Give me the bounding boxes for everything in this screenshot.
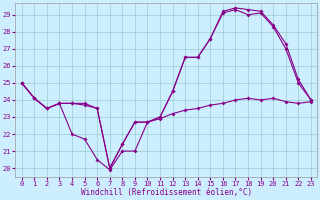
X-axis label: Windchill (Refroidissement éolien,°C): Windchill (Refroidissement éolien,°C) bbox=[81, 188, 252, 197]
